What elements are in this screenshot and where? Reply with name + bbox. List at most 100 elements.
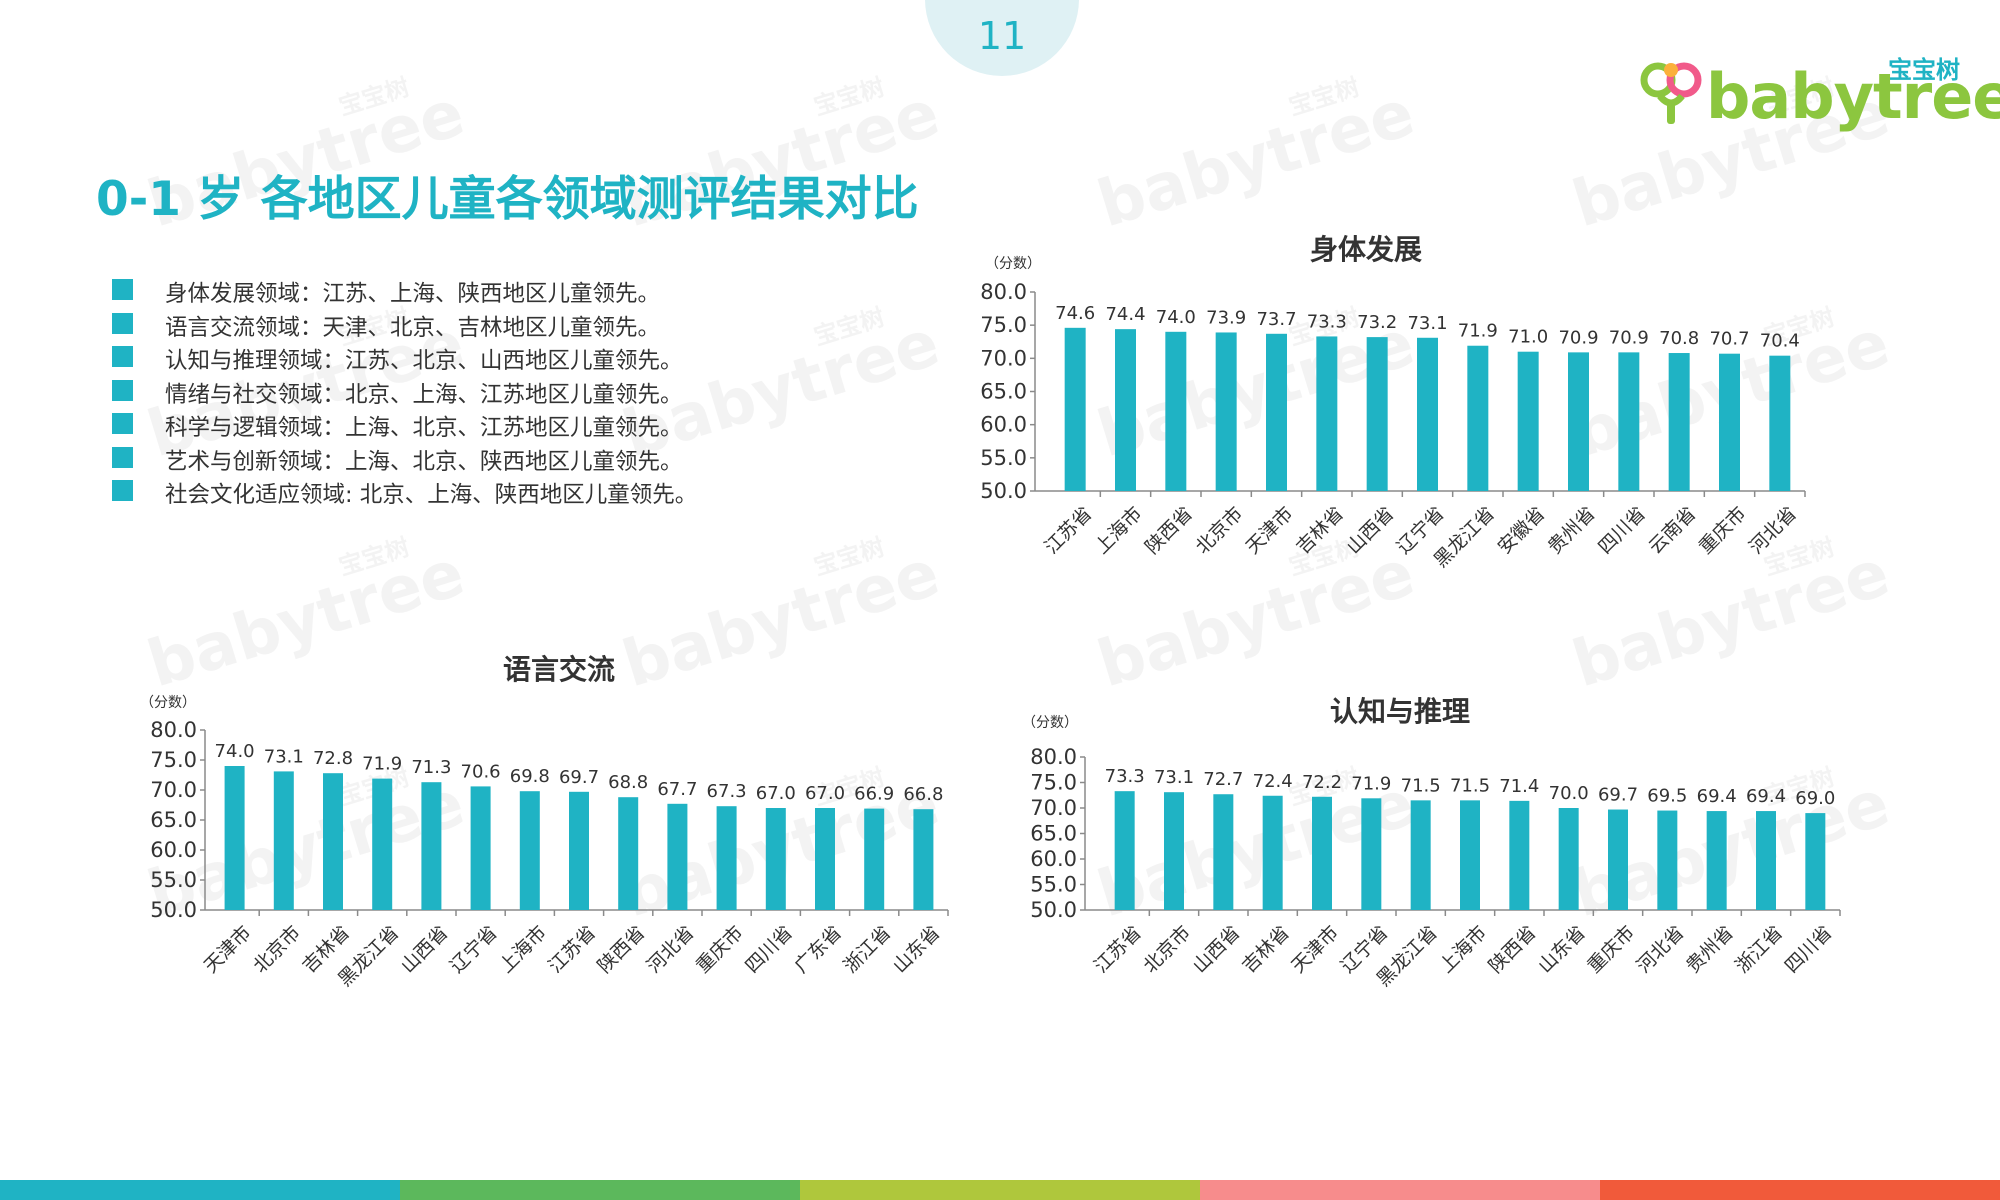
bar	[519, 791, 540, 910]
bar-chart-svg: 50.055.060.065.070.075.080.073.3江苏省73.1北…	[1030, 745, 1841, 991]
bullet-square-icon	[112, 279, 133, 300]
bar	[273, 771, 294, 910]
bullet-square-icon	[112, 379, 133, 401]
page-number: 11	[977, 14, 1027, 58]
bar	[1262, 795, 1283, 910]
data-label: 72.7	[1203, 769, 1243, 790]
data-label: 74.0	[215, 741, 255, 762]
logo-cn-text: 宝宝树	[1888, 56, 1960, 84]
y-tick-label: 50.0	[150, 898, 197, 922]
bar	[1509, 800, 1530, 910]
data-label: 72.2	[1302, 772, 1342, 793]
bar	[470, 786, 491, 910]
unit-label: （分数）	[985, 256, 1041, 272]
chart-title: 认知与推理	[1330, 695, 1471, 728]
data-label: 73.2	[1357, 312, 1397, 333]
footer-segment	[800, 1180, 1200, 1200]
data-label: 70.6	[461, 761, 501, 782]
x-tick-label: 贵州省	[1682, 922, 1738, 978]
data-label: 73.1	[264, 746, 304, 767]
bar	[1657, 810, 1678, 910]
x-tick-label: 四川省	[1781, 922, 1837, 978]
data-label: 67.3	[707, 781, 747, 802]
x-tick-label: 江苏省	[1090, 922, 1146, 978]
y-tick-label: 65.0	[980, 380, 1027, 404]
bar	[1769, 355, 1791, 491]
x-tick-label: 陕西省	[1485, 922, 1541, 978]
bar	[667, 803, 688, 910]
data-label: 70.7	[1709, 329, 1749, 350]
footer-segment	[400, 1180, 800, 1200]
chart-title: 语言交流	[503, 653, 616, 686]
bar	[1165, 331, 1187, 491]
data-label: 69.8	[510, 766, 550, 787]
y-tick-label: 70.0	[980, 346, 1027, 370]
bar	[1467, 345, 1489, 491]
data-label: 71.4	[1499, 776, 1539, 797]
y-tick-label: 55.0	[980, 446, 1027, 470]
y-tick-label: 80.0	[1030, 745, 1077, 769]
bar	[1361, 798, 1382, 910]
data-label: 67.0	[805, 783, 845, 804]
data-label: 71.9	[1458, 321, 1498, 342]
logo-en-text: babytree	[1706, 60, 2000, 133]
data-label: 71.3	[411, 757, 451, 778]
chart-title: 身体发展	[1310, 233, 1423, 266]
bar	[1064, 327, 1086, 491]
bar	[1366, 337, 1388, 491]
bar	[1706, 811, 1727, 910]
data-label: 73.3	[1105, 766, 1145, 787]
y-tick-label: 55.0	[1030, 873, 1077, 897]
y-tick-label: 50.0	[980, 479, 1027, 503]
data-label: 68.8	[608, 772, 648, 793]
bar	[1719, 353, 1740, 491]
bar	[1805, 813, 1826, 910]
bar	[815, 808, 835, 910]
bar	[864, 808, 885, 910]
y-tick-label: 70.0	[150, 778, 197, 802]
bar-chart-svg: 50.055.060.065.070.075.080.074.0天津市73.1北…	[150, 718, 949, 991]
x-tick-label: 山西省	[1189, 922, 1245, 978]
bar	[618, 797, 639, 910]
y-tick-label: 80.0	[150, 718, 197, 742]
data-label: 70.8	[1659, 328, 1699, 349]
data-label: 71.9	[1351, 773, 1391, 794]
bullet-text: 身体发展领域：江苏、上海、陕西地区儿童领先。	[165, 281, 661, 307]
bar	[1266, 333, 1287, 491]
data-label: 74.6	[1055, 303, 1095, 324]
y-tick-label: 70.0	[1030, 796, 1077, 820]
bullet-square-icon	[112, 446, 133, 468]
data-label: 69.7	[559, 767, 599, 788]
data-label: 73.9	[1206, 307, 1246, 328]
x-tick-label: 北京市	[1139, 922, 1195, 978]
bullet-text: 认知与推理领域：江苏、北京、山西地区儿童领先。	[165, 348, 683, 374]
bullet-square-icon	[112, 312, 133, 334]
page-title: 0-1 岁 各地区儿童各领域测评结果对比	[96, 172, 919, 227]
footer-segment	[0, 1180, 400, 1200]
y-tick-label: 60.0	[980, 413, 1027, 437]
bar	[1558, 808, 1579, 910]
y-tick-label: 55.0	[150, 868, 197, 892]
babytree-logo: 宝宝树 babytree	[1640, 44, 2000, 134]
data-label: 73.1	[1407, 313, 1447, 334]
bar	[1608, 809, 1628, 910]
bar	[1668, 353, 1690, 491]
bar	[1215, 332, 1237, 491]
bar	[569, 791, 589, 910]
bar	[1618, 352, 1640, 491]
y-tick-label: 65.0	[150, 808, 197, 832]
data-label: 71.5	[1450, 775, 1490, 796]
data-label: 70.0	[1549, 783, 1589, 804]
data-label: 66.9	[854, 784, 894, 805]
data-label: 73.7	[1256, 309, 1296, 330]
data-label: 70.4	[1760, 331, 1800, 352]
footer-color-bar	[0, 1180, 2000, 1200]
bullet-square-icon	[112, 413, 133, 434]
footer-segment	[1200, 1180, 1600, 1200]
data-label: 69.4	[1746, 786, 1786, 807]
bullet-text: 情绪与社交领域：北京、上海、江苏地区儿童领先。	[165, 381, 683, 408]
data-label: 67.7	[657, 779, 697, 800]
chart-cognition-reasoning: 认知与推理 （分数） 50.0 55.0 60.0 65.0 70.0 75.0 80.0 7…	[1022, 695, 1841, 991]
bar	[1568, 352, 1589, 491]
bar	[1316, 336, 1338, 491]
